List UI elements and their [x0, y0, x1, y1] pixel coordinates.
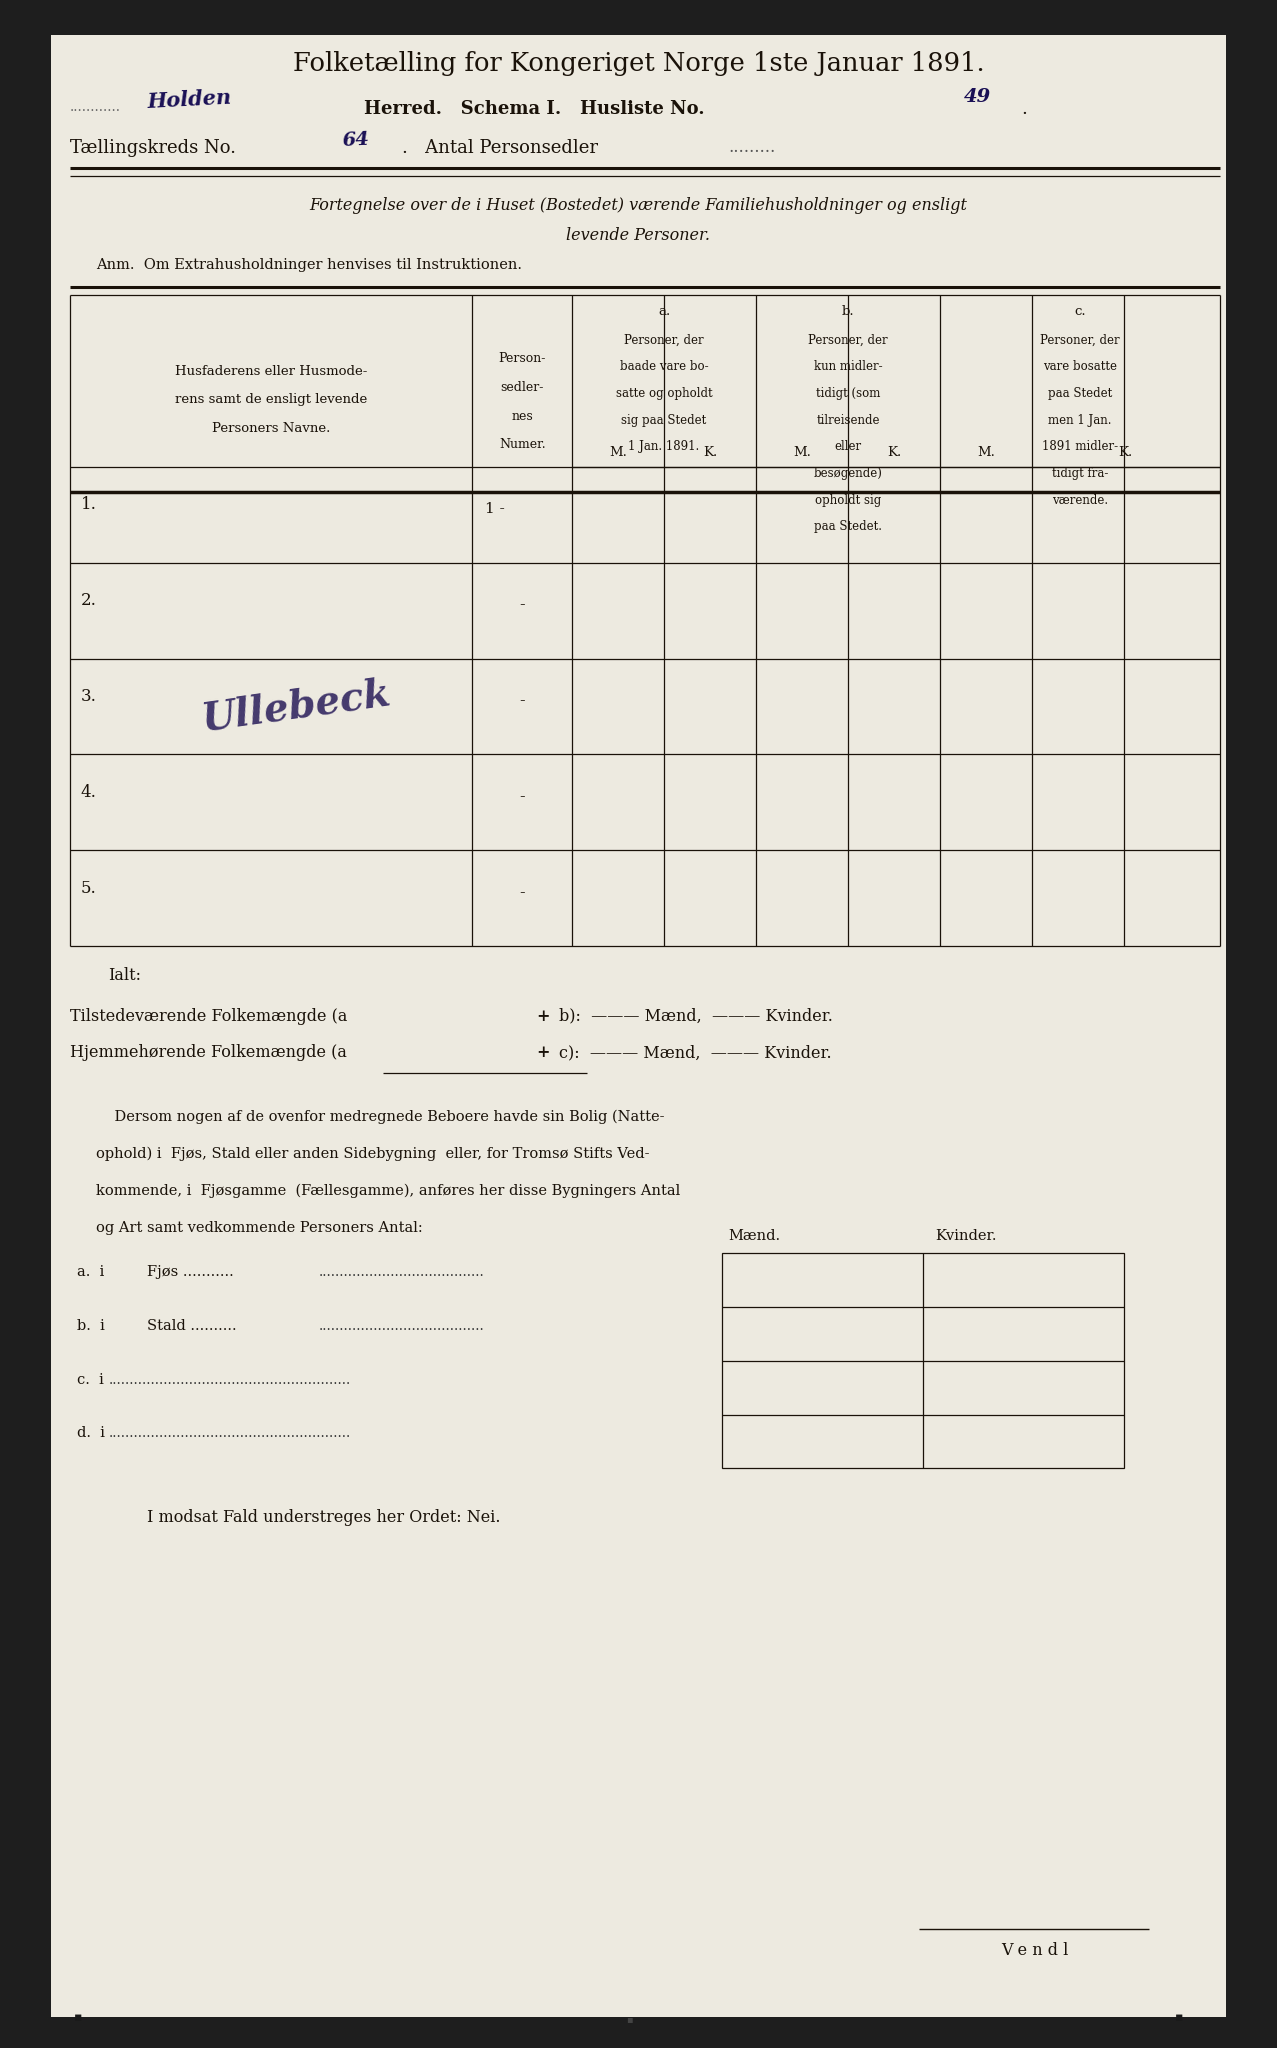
Text: V e n d l: V e n d l	[1001, 1942, 1068, 1958]
Text: b.: b.	[842, 305, 854, 317]
Text: +: +	[536, 1044, 550, 1061]
Text: 3.: 3.	[80, 688, 96, 705]
Text: .........................................................: ........................................…	[109, 1425, 351, 1440]
Text: K.: K.	[886, 446, 902, 459]
Text: Person-: Person-	[498, 352, 547, 365]
Text: sig paa Stedet: sig paa Stedet	[622, 414, 706, 426]
Text: værende.: værende.	[1052, 494, 1107, 506]
Text: paa Stedet: paa Stedet	[1047, 387, 1112, 399]
Text: rens samt de ensligt levende: rens samt de ensligt levende	[175, 393, 368, 406]
Text: .   Antal Personsedler: . Antal Personsedler	[402, 139, 598, 158]
Text: Personer, der: Personer, der	[808, 334, 888, 346]
Text: ▪: ▪	[1175, 2011, 1184, 2023]
Text: tidigt (som: tidigt (som	[816, 387, 880, 399]
Text: K.: K.	[702, 446, 718, 459]
Text: 1 Jan. 1891.: 1 Jan. 1891.	[628, 440, 700, 453]
Text: -: -	[520, 788, 525, 805]
Text: besøgende): besøgende)	[813, 467, 882, 479]
Text: Holden: Holden	[147, 88, 232, 113]
Text: Personer, der: Personer, der	[624, 334, 704, 346]
Text: og Art samt vedkommende Personers Antal:: og Art samt vedkommende Personers Antal:	[96, 1221, 423, 1235]
Text: opholdt sig: opholdt sig	[815, 494, 881, 506]
Text: 1891 midler-: 1891 midler-	[1042, 440, 1117, 453]
Text: Tilstedeværende Folkemængde (a: Tilstedeværende Folkemængde (a	[70, 1008, 347, 1024]
Text: 5.: 5.	[80, 879, 96, 897]
Text: Herred.   Schema I.   Husliste No.: Herred. Schema I. Husliste No.	[364, 100, 705, 119]
Text: paa Stedet.: paa Stedet.	[813, 520, 882, 532]
Text: a.: a.	[658, 305, 670, 317]
Text: .......................................: .......................................	[319, 1319, 485, 1333]
Text: Husfaderens eller Husmode-: Husfaderens eller Husmode-	[175, 365, 368, 377]
Text: d.  i: d. i	[77, 1425, 105, 1440]
Text: Fjøs ...........: Fjøs ...........	[147, 1266, 234, 1280]
Text: kommende, i  Fjøsgamme  (Fællesgamme), anføres her disse Bygningers Antal: kommende, i Fjøsgamme (Fællesgamme), anf…	[96, 1184, 681, 1198]
Text: 64: 64	[342, 131, 370, 150]
Text: 4.: 4.	[80, 784, 96, 801]
Text: b.  i: b. i	[77, 1319, 105, 1333]
Text: Folketælling for Kongeriget Norge 1ste Januar 1891.: Folketælling for Kongeriget Norge 1ste J…	[292, 51, 985, 76]
Text: .: .	[1022, 100, 1028, 119]
Text: I modsat Fald understreges her Ordet: Nei.: I modsat Fald understreges her Ordet: Ne…	[147, 1509, 501, 1526]
Text: Kvinder.: Kvinder.	[935, 1229, 997, 1243]
Text: 1.: 1.	[80, 496, 96, 514]
Text: c.: c.	[1074, 305, 1085, 317]
Text: Stald ..........: Stald ..........	[147, 1319, 236, 1333]
Text: .......................................: .......................................	[319, 1266, 485, 1280]
Bar	[722, 1253, 1124, 1468]
Text: M.: M.	[793, 446, 811, 459]
Text: Tællingskreds No.: Tællingskreds No.	[70, 139, 236, 158]
Text: satte og opholdt: satte og opholdt	[616, 387, 713, 399]
Text: Dersom nogen af de ovenfor medregnede Beboere havde sin Bolig (Natte-: Dersom nogen af de ovenfor medregnede Be…	[96, 1110, 664, 1124]
Text: eller: eller	[834, 440, 862, 453]
Text: sedler-: sedler-	[501, 381, 544, 393]
Text: M.: M.	[977, 446, 995, 459]
Text: Fortegnelse over de i Huset (Bostedet) værende Familiehusholdninger og ensligt: Fortegnelse over de i Huset (Bostedet) v…	[309, 197, 968, 213]
Text: 1 -: 1 -	[485, 502, 504, 516]
Text: -: -	[520, 883, 525, 901]
Text: M.: M.	[609, 446, 627, 459]
Text: .........: .........	[728, 139, 775, 156]
Text: nes: nes	[511, 410, 534, 422]
Text: c.  i: c. i	[77, 1372, 103, 1386]
Text: -: -	[520, 692, 525, 709]
Text: tilreisende: tilreisende	[816, 414, 880, 426]
Text: 49: 49	[964, 88, 991, 106]
Text: ▪: ▪	[626, 2015, 632, 2023]
Text: Ialt:: Ialt:	[109, 967, 142, 983]
Text: Hjemmehørende Folkemængde (a: Hjemmehørende Folkemængde (a	[70, 1044, 347, 1061]
Text: c):  ——— Mænd,  ——— Kvinder.: c): ——— Mænd, ——— Kvinder.	[559, 1044, 831, 1061]
Text: -: -	[520, 596, 525, 612]
Text: Numer.: Numer.	[499, 438, 545, 451]
Text: Ullebeck: Ullebeck	[200, 674, 393, 739]
Text: ▪: ▪	[74, 2011, 83, 2023]
Text: ............: ............	[70, 100, 121, 115]
Text: Personer, der: Personer, der	[1039, 334, 1120, 346]
Text: baade vare bo-: baade vare bo-	[619, 360, 709, 373]
Text: Personers Navne.: Personers Navne.	[212, 422, 331, 434]
Text: levende Personer.: levende Personer.	[567, 227, 710, 244]
Text: vare bosatte: vare bosatte	[1043, 360, 1116, 373]
Text: tidigt fra-: tidigt fra-	[1051, 467, 1108, 479]
Text: a.  i: a. i	[77, 1266, 103, 1280]
Text: .........................................................: ........................................…	[109, 1372, 351, 1386]
Text: kun midler-: kun midler-	[813, 360, 882, 373]
Text: 2.: 2.	[80, 592, 96, 608]
Text: K.: K.	[1119, 446, 1133, 459]
Text: ophold) i  Fjøs, Stald eller anden Sidebygning  eller, for Tromsø Stifts Ved-: ophold) i Fjøs, Stald eller anden Sideby…	[96, 1147, 649, 1161]
Text: +: +	[536, 1008, 550, 1024]
Text: men 1 Jan.: men 1 Jan.	[1048, 414, 1111, 426]
Text: b):  ——— Mænd,  ——— Kvinder.: b): ——— Mænd, ——— Kvinder.	[559, 1008, 833, 1024]
Text: Mænd.: Mænd.	[728, 1229, 780, 1243]
Text: Anm.  Om Extrahusholdninger henvises til Instruktionen.: Anm. Om Extrahusholdninger henvises til …	[96, 258, 522, 272]
